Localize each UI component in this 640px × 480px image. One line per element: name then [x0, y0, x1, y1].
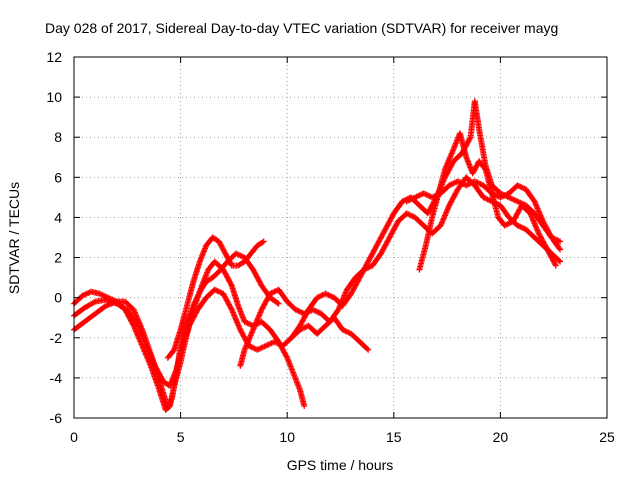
data-point [557, 238, 564, 245]
x-tick-label: 0 [70, 429, 78, 445]
y-tick-label: 2 [54, 250, 62, 266]
series-arc-3 [71, 258, 308, 413]
ticks: 0 5 10 15 20 25 -6 -4 -2 0 2 4 6 8 10 12 [46, 49, 615, 445]
x-tick-label: 20 [493, 429, 509, 445]
series-arc-4 [164, 234, 267, 361]
chart-title: Day 028 of 2017, Sidereal Day-to-day VTE… [45, 20, 558, 36]
x-axis-title: GPS time / hours [287, 457, 394, 473]
series-arc-7 [403, 178, 564, 253]
data-point [556, 245, 563, 252]
data-point [283, 353, 290, 360]
x-tick-label: 10 [279, 429, 295, 445]
y-tick-label: 4 [54, 209, 62, 225]
data-point [556, 257, 563, 264]
data-point [260, 238, 267, 245]
data-point [466, 135, 473, 142]
x-tick-label: 25 [599, 429, 615, 445]
data-point [274, 299, 281, 306]
data-point [365, 346, 372, 353]
data-point [275, 300, 282, 307]
x-tick-label: 5 [177, 429, 185, 445]
data-point [557, 258, 564, 265]
series-arc-8 [416, 130, 559, 273]
y-axis-title: SDTVAR / TECUs [6, 182, 22, 294]
data-point [481, 165, 488, 172]
y-tick-label: -4 [50, 370, 63, 386]
data-point [228, 305, 235, 312]
y-tick-label: 12 [46, 49, 62, 65]
y-tick-label: -6 [50, 410, 63, 426]
series-layer [71, 98, 564, 413]
data-point [301, 402, 308, 409]
y-tick-label: -2 [50, 330, 63, 346]
data-point [364, 345, 371, 352]
y-tick-label: 10 [46, 89, 62, 105]
data-point [90, 299, 97, 306]
y-tick-label: 0 [54, 290, 62, 306]
data-point [557, 246, 564, 253]
data-point [228, 281, 235, 288]
data-point [129, 321, 136, 328]
data-point [259, 239, 266, 246]
y-tick-label: 8 [54, 129, 62, 145]
y-tick-label: 6 [54, 169, 62, 185]
data-point [552, 261, 559, 268]
plot-border [73, 56, 608, 419]
x-tick-label: 15 [386, 429, 402, 445]
data-point [552, 262, 559, 269]
